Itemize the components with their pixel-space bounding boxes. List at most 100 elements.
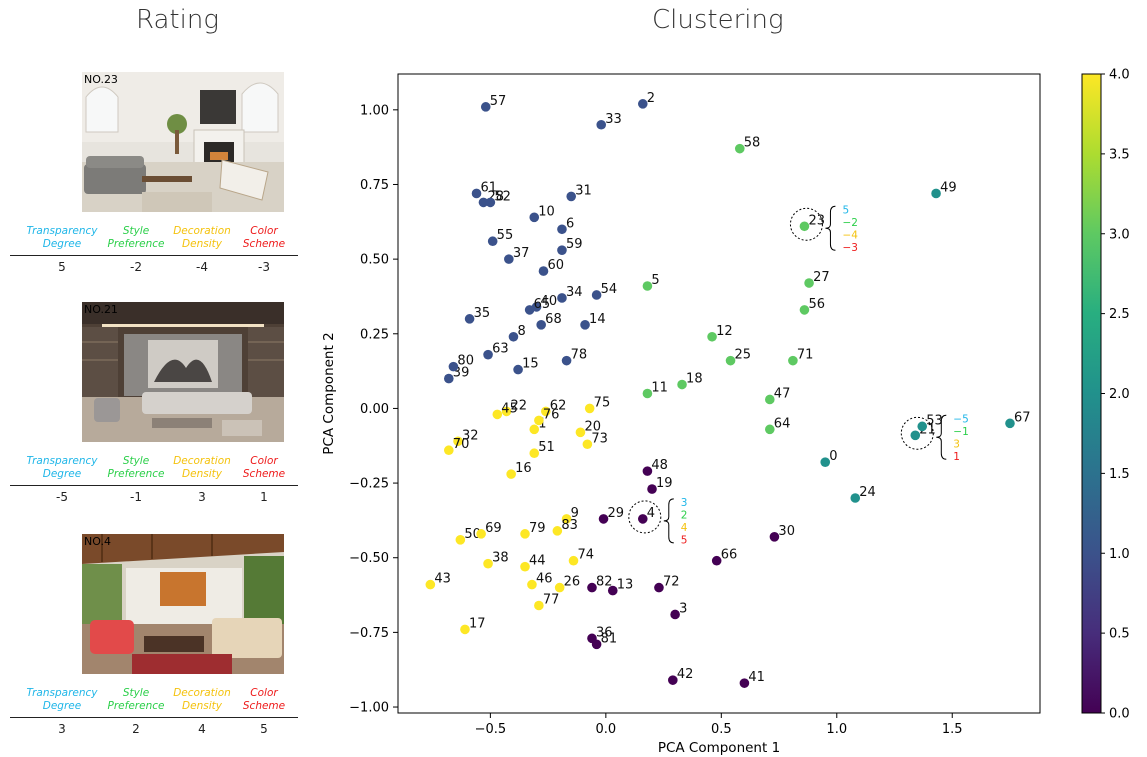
data-point bbox=[455, 535, 466, 545]
clustering-title: Clustering bbox=[652, 5, 784, 35]
colorbar-tick-label: 2.5 bbox=[1109, 307, 1130, 322]
point-label: 75 bbox=[594, 395, 611, 410]
data-point bbox=[529, 448, 540, 459]
annotation-value: −1 bbox=[953, 426, 968, 438]
data-point bbox=[460, 624, 470, 635]
point-label: 60 bbox=[547, 258, 564, 273]
point-label: 82 bbox=[596, 575, 613, 590]
point-label: 77 bbox=[543, 593, 560, 608]
data-point bbox=[637, 99, 648, 109]
data-point bbox=[527, 579, 537, 590]
data-point bbox=[520, 561, 530, 572]
header-color: Color Scheme bbox=[242, 455, 286, 480]
colorbar-tick-label: 3.5 bbox=[1109, 147, 1130, 162]
annotation-value: 1 bbox=[953, 451, 960, 463]
point-label: 47 bbox=[774, 386, 791, 401]
point-label: 39 bbox=[453, 366, 470, 381]
data-point bbox=[501, 406, 512, 417]
rating-title: Rating bbox=[136, 5, 219, 35]
highlight-circle bbox=[628, 500, 662, 534]
data-point bbox=[538, 266, 549, 276]
point-label: 38 bbox=[492, 551, 509, 566]
data-point bbox=[513, 364, 523, 375]
data-point bbox=[820, 457, 831, 467]
point-label: 55 bbox=[497, 228, 514, 243]
point-label: 12 bbox=[716, 324, 733, 339]
data-point bbox=[534, 415, 544, 426]
data-point bbox=[707, 331, 717, 342]
data-point bbox=[799, 305, 810, 315]
point-label: 76 bbox=[543, 407, 560, 422]
data-point bbox=[769, 532, 780, 542]
data-point bbox=[647, 484, 657, 494]
room-image-4: NO.4 bbox=[82, 534, 284, 674]
point-label: 67 bbox=[1014, 410, 1031, 425]
living-room-picture bbox=[82, 302, 284, 442]
point-label: 19 bbox=[656, 476, 673, 491]
header-decoration: Decoration Density bbox=[173, 225, 231, 250]
x-tick-label: −0.5 bbox=[475, 722, 507, 737]
y-tick-label: 0.75 bbox=[360, 178, 389, 193]
data-point bbox=[464, 314, 475, 324]
data-point bbox=[788, 355, 798, 366]
point-label: 74 bbox=[578, 548, 595, 563]
point-label: 26 bbox=[564, 575, 581, 590]
point-label: 1 bbox=[538, 416, 546, 431]
y-tick-label: −0.25 bbox=[349, 477, 389, 492]
rating-value: -4 bbox=[196, 260, 208, 274]
point-label: 57 bbox=[490, 94, 507, 109]
data-point bbox=[580, 320, 590, 330]
point-label: 5 bbox=[651, 273, 659, 288]
point-label: 58 bbox=[744, 136, 761, 151]
data-point bbox=[425, 579, 436, 590]
rating-value: -5 bbox=[56, 490, 68, 504]
colorbar-tick-label: 2.0 bbox=[1109, 387, 1130, 402]
point-label: 71 bbox=[797, 348, 814, 363]
y-axis-label: PCA Component 2 bbox=[321, 332, 337, 454]
point-label: 52 bbox=[494, 189, 511, 204]
y-tick-label: 0.25 bbox=[360, 327, 389, 342]
point-label: 79 bbox=[529, 521, 546, 536]
point-label: 3 bbox=[679, 601, 687, 616]
point-label: 41 bbox=[748, 670, 765, 685]
annotation-value: 2 bbox=[681, 509, 688, 521]
point-label: 66 bbox=[721, 548, 738, 563]
point-label: 72 bbox=[663, 575, 680, 590]
data-point bbox=[1005, 418, 1015, 429]
data-point bbox=[529, 212, 540, 223]
data-point bbox=[476, 529, 486, 539]
point-label: 65 bbox=[534, 297, 551, 312]
point-label: 27 bbox=[813, 270, 830, 285]
header-style: Style Preference bbox=[107, 225, 165, 250]
room-number-label: NO.21 bbox=[84, 303, 118, 316]
annotation-value: 5 bbox=[842, 204, 849, 216]
data-point bbox=[524, 305, 535, 315]
data-point bbox=[485, 197, 496, 208]
data-point bbox=[487, 236, 498, 247]
data-point bbox=[668, 675, 678, 685]
data-point bbox=[506, 469, 516, 479]
point-label: 45 bbox=[501, 401, 518, 416]
data-point bbox=[917, 421, 928, 432]
rating-card-23: NO.23 Transparency Degree Style Preference… bbox=[8, 72, 298, 282]
data-point bbox=[725, 355, 736, 366]
point-label: 62 bbox=[550, 398, 567, 413]
brace bbox=[825, 205, 836, 251]
data-point bbox=[504, 254, 514, 264]
y-tick-label: −0.75 bbox=[349, 626, 389, 641]
data-point bbox=[471, 188, 482, 199]
colorbar-tick-label: 1.5 bbox=[1109, 467, 1130, 482]
data-point bbox=[529, 424, 540, 435]
point-label: 81 bbox=[601, 631, 618, 646]
point-label: 50 bbox=[464, 527, 481, 542]
data-point bbox=[453, 436, 463, 447]
point-label: 4 bbox=[647, 506, 655, 521]
point-label: 9 bbox=[571, 506, 579, 521]
data-point bbox=[799, 221, 810, 232]
colorbar-tick-label: 1.0 bbox=[1109, 547, 1130, 562]
point-label: 78 bbox=[571, 348, 588, 363]
point-label: 31 bbox=[575, 183, 592, 198]
data-point bbox=[598, 514, 609, 524]
point-label: 51 bbox=[538, 440, 555, 455]
data-point bbox=[554, 582, 565, 593]
